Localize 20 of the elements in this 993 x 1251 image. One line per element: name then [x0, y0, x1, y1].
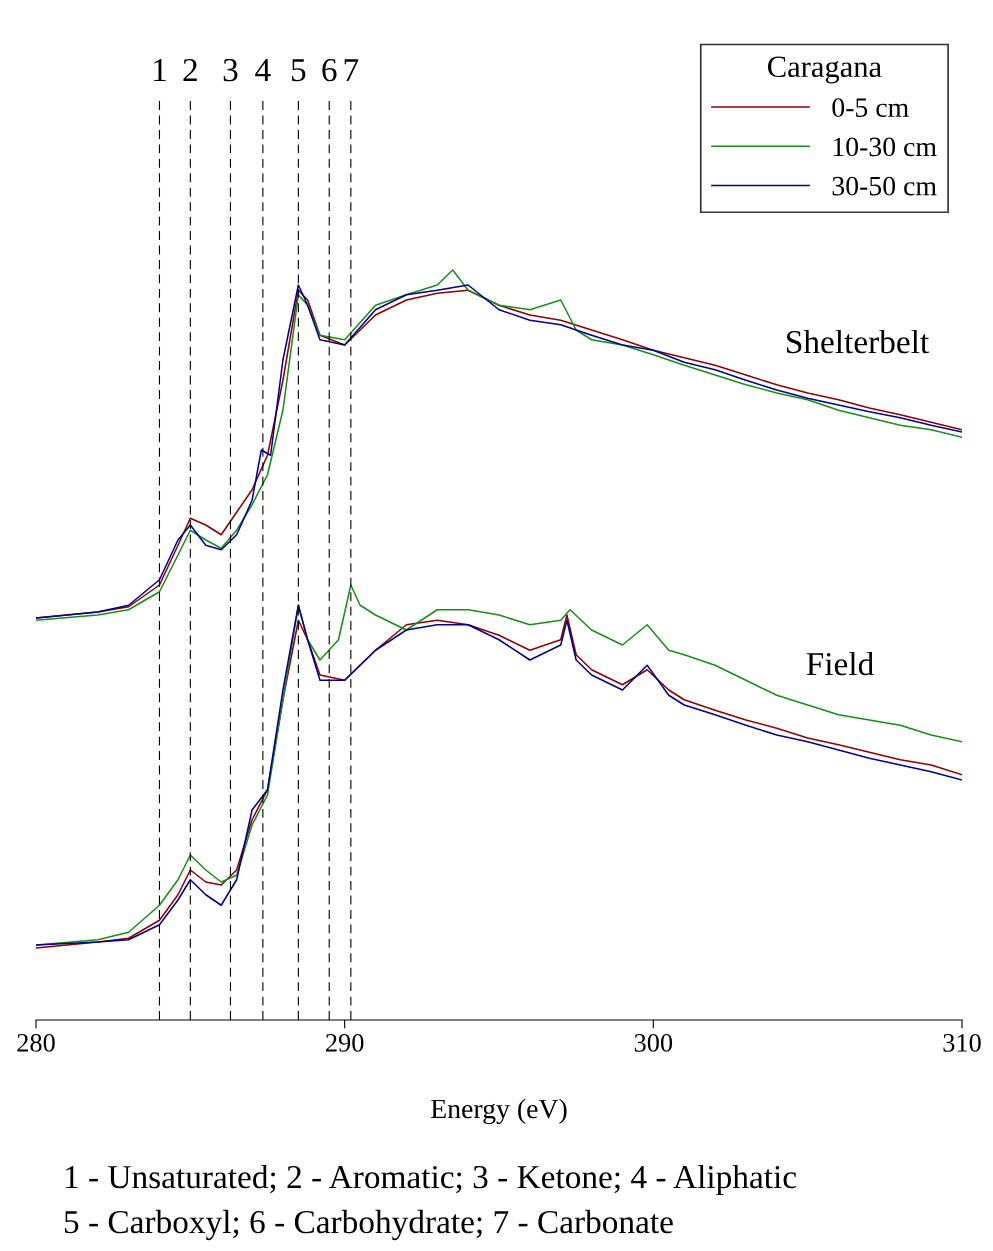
annotation: Shelterbelt [787, 329, 930, 354]
x-axis-title: Energy (eV) [431, 1098, 567, 1125]
legend-title: Caragana [768, 56, 882, 84]
text: 6 [322, 58, 337, 82]
x-tick-label: 300 [634, 1033, 673, 1052]
text: 3 [223, 58, 238, 82]
text: 5 - Carboxyl; 6 - Carbohydrate; 7 - Carbonate [64, 1209, 673, 1241]
text: 4 [255, 59, 271, 82]
text: 1 - Unsaturated; 2 - Aromatic; 3 - Ketone; 4 - Aliphatic [65, 1164, 797, 1196]
x-tick-label: 290 [326, 1033, 364, 1052]
text: 7 [344, 59, 359, 82]
text: 2 [183, 58, 197, 82]
legend-label: 10-30 cm [833, 137, 937, 157]
annotation: Field [806, 651, 874, 676]
x-tick-label: 280 [17, 1033, 55, 1052]
text: 5 [291, 59, 306, 82]
legend-label: 0-5 cm [832, 98, 909, 117]
text: 1 [154, 59, 166, 82]
x-tick-label: 310 [943, 1033, 981, 1052]
legend-label: 30-50 cm [832, 176, 937, 196]
